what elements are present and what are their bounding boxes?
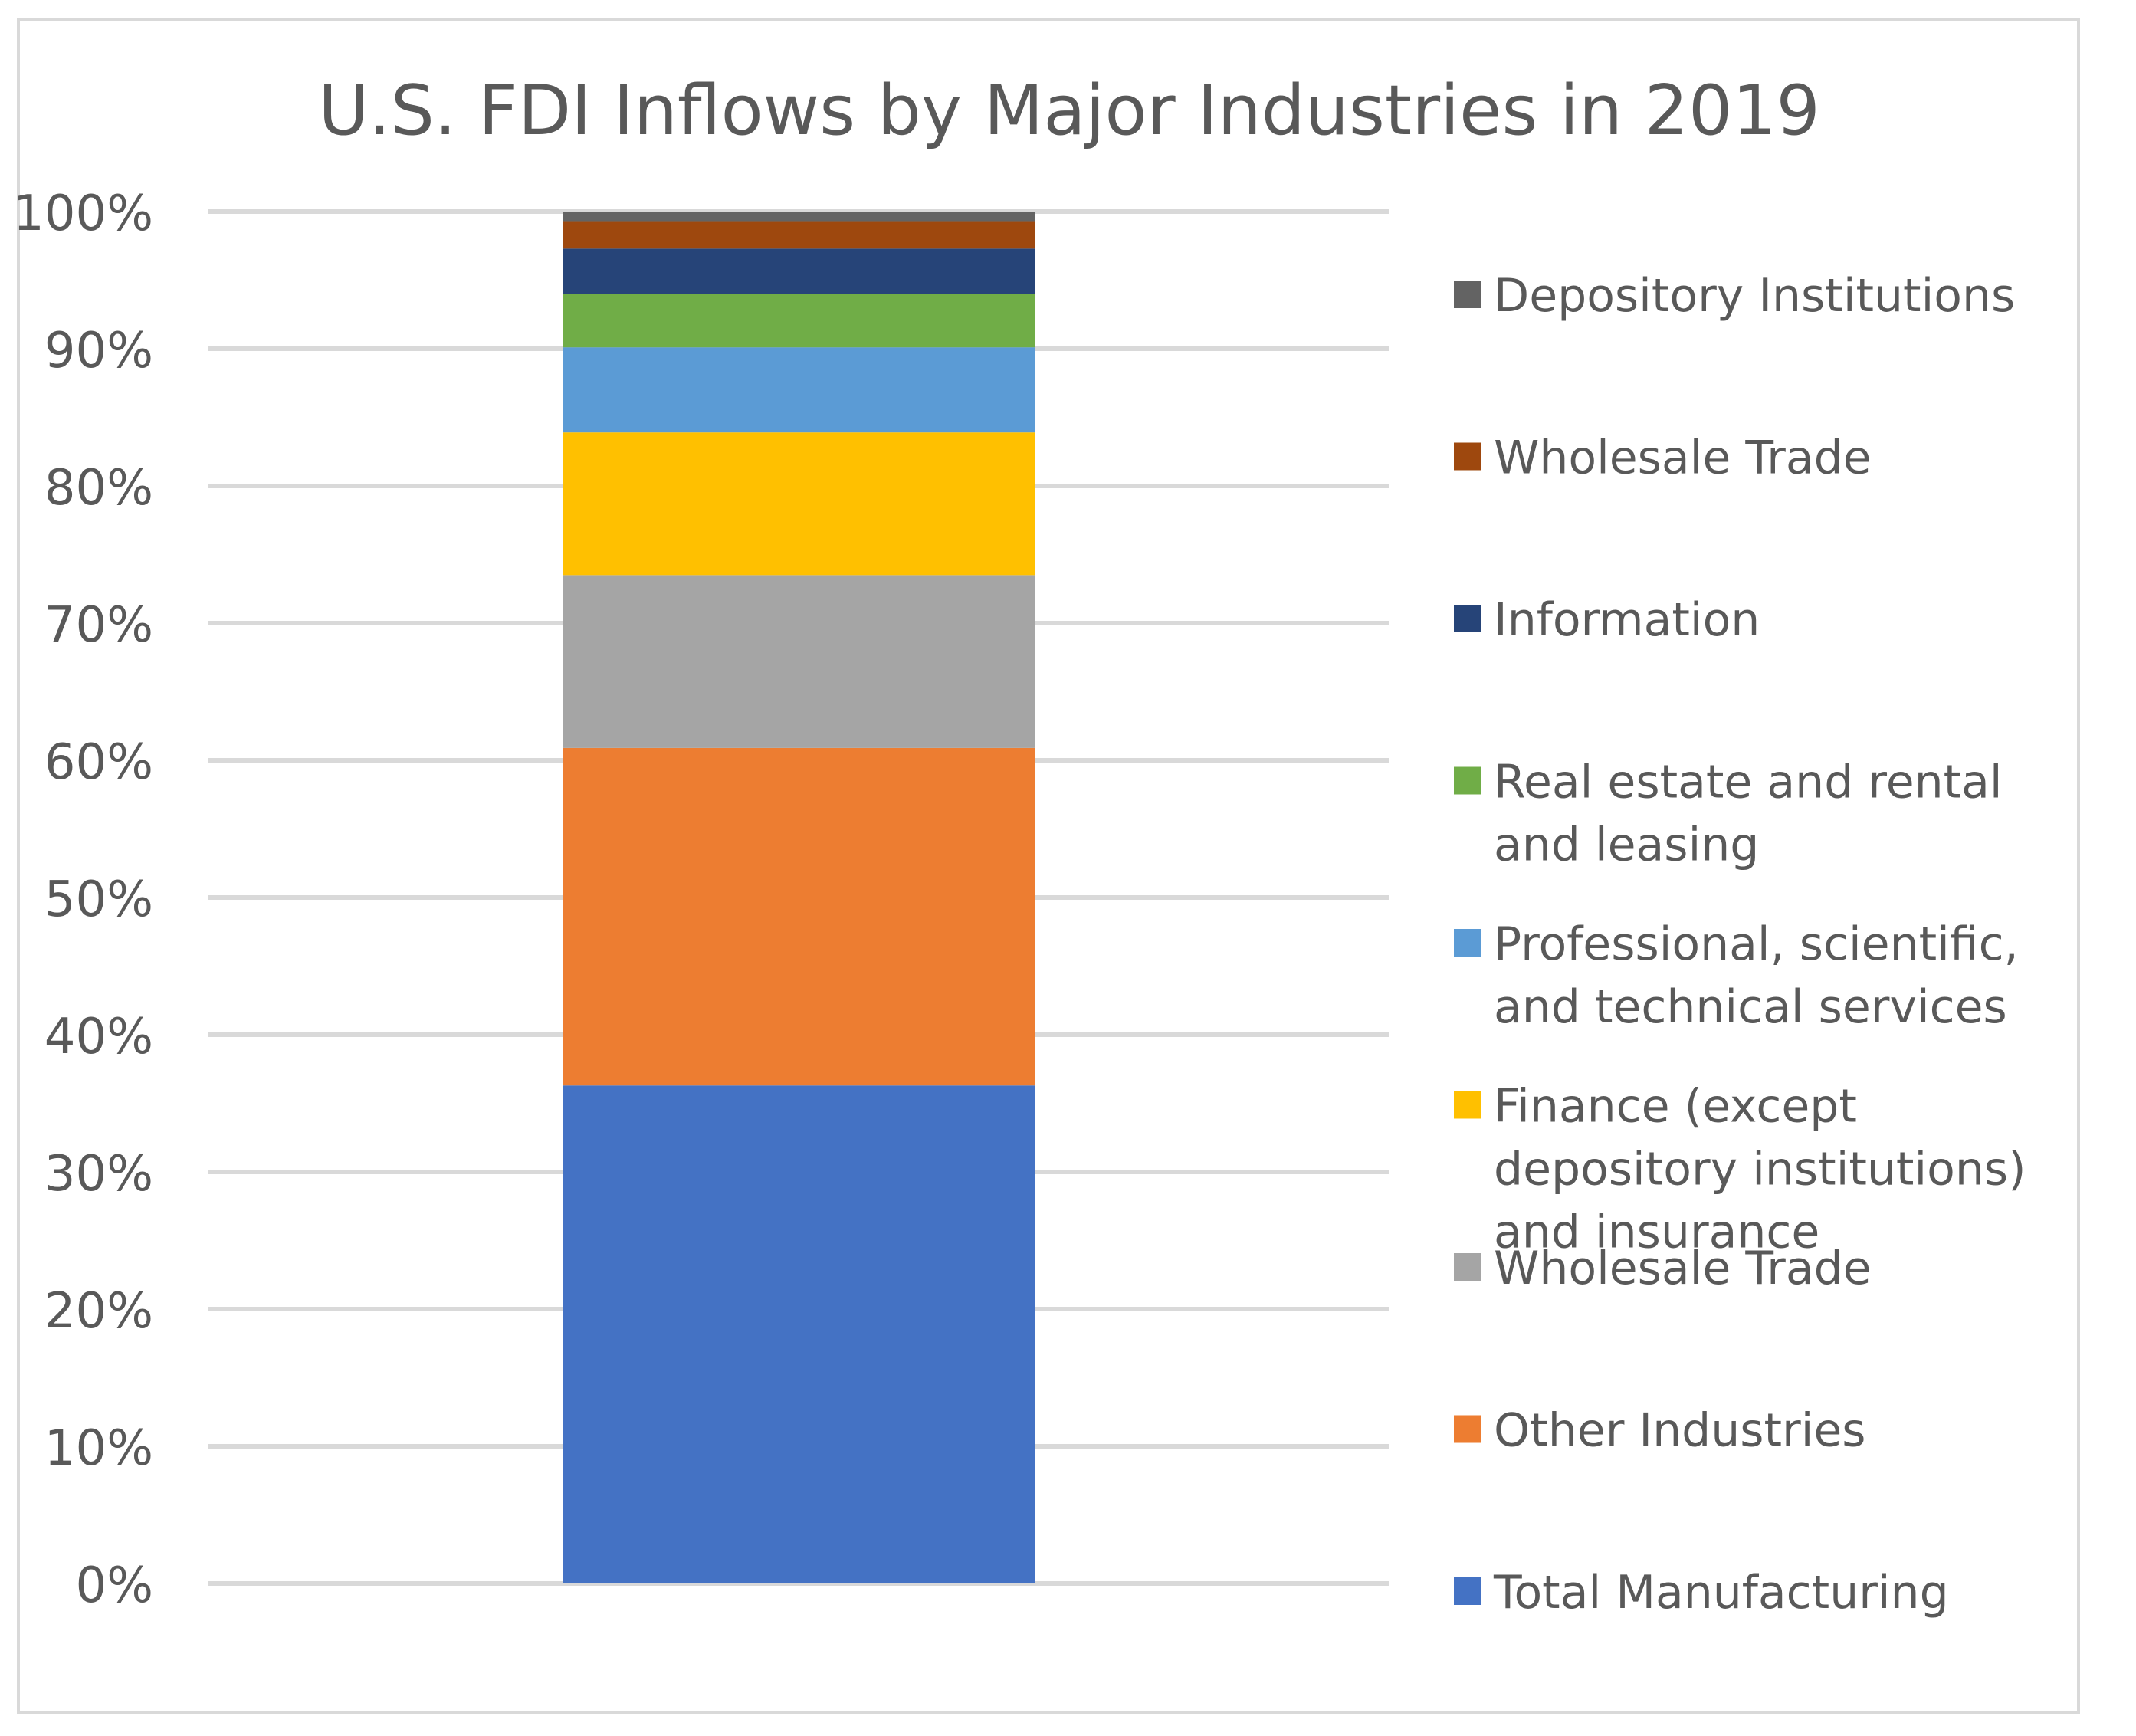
legend-label: Depository Institutions [1494, 269, 2015, 323]
legend-item: Professional, scientific, and technical s… [1454, 917, 2019, 1034]
chart-frame [17, 18, 2080, 1714]
y-tick-label: 50% [44, 871, 153, 928]
stacked-bar [563, 212, 1035, 1583]
legend-swatch [1454, 605, 1481, 632]
bar-segment [563, 248, 1035, 294]
legend-label: Real estate and rental and leasing [1494, 756, 2003, 872]
legend-label: Other Industries [1494, 1404, 1866, 1458]
legend-swatch [1454, 766, 1481, 795]
chart-title: U.S. FDI Inflows by Major Industries in … [318, 71, 1819, 151]
bar-segment [563, 575, 1035, 748]
legend-item: Real estate and rental and leasing [1454, 756, 2003, 872]
legend-item: Wholesale Trade [1454, 1242, 1872, 1295]
y-tick-label: 80% [44, 460, 153, 517]
legend-label: Total Manufacturing [1493, 1566, 1949, 1620]
legend-swatch [1454, 929, 1481, 957]
y-tick-label: 90% [44, 323, 153, 379]
legend-item: Other Industries [1454, 1404, 1866, 1458]
legend-label: Finance (except depository institutions) a… [1494, 1080, 2026, 1259]
legend-label: Professional, scientific, and technical s… [1494, 917, 2019, 1034]
legend-label: Wholesale Trade [1494, 1242, 1872, 1295]
y-axis-ticks: 0% 10% 20% 30% 40% 50% 60% 70% 80% 90% 100% [13, 185, 153, 1614]
legend-item: Finance (except depository institutions) a… [1454, 1080, 2026, 1259]
y-tick-label: 60% [44, 734, 153, 791]
legend: Depository Institutions Wholesale Trade In… [1454, 269, 2026, 1620]
y-tick-label: 30% [44, 1146, 153, 1203]
legend-swatch [1454, 1253, 1481, 1281]
bar-segment [563, 347, 1035, 433]
y-tick-label: 10% [44, 1420, 153, 1477]
legend-item: Wholesale Trade [1454, 432, 1872, 485]
bar-segment [563, 747, 1035, 1086]
bar-segment [563, 212, 1035, 222]
legend-swatch [1454, 1577, 1481, 1605]
legend-item: Information [1454, 593, 1760, 647]
bar-segment [563, 221, 1035, 249]
legend-swatch [1454, 1415, 1481, 1443]
legend-label: Information [1494, 593, 1760, 647]
bar-segment [563, 294, 1035, 348]
y-tick-label: 20% [44, 1283, 153, 1340]
y-tick-label: 40% [44, 1009, 153, 1065]
legend-swatch [1454, 442, 1481, 471]
y-tick-label: 0% [75, 1557, 153, 1614]
legend-swatch [1454, 281, 1481, 308]
y-tick-label: 100% [13, 185, 153, 242]
bar-segment [563, 432, 1035, 576]
bar-segment [563, 1085, 1035, 1583]
y-tick-label: 70% [44, 597, 153, 654]
legend-item: Depository Institutions [1454, 269, 2015, 323]
legend-label: Wholesale Trade [1494, 432, 1872, 485]
legend-swatch [1454, 1091, 1481, 1119]
legend-item: Total Manufacturing [1454, 1566, 1949, 1620]
